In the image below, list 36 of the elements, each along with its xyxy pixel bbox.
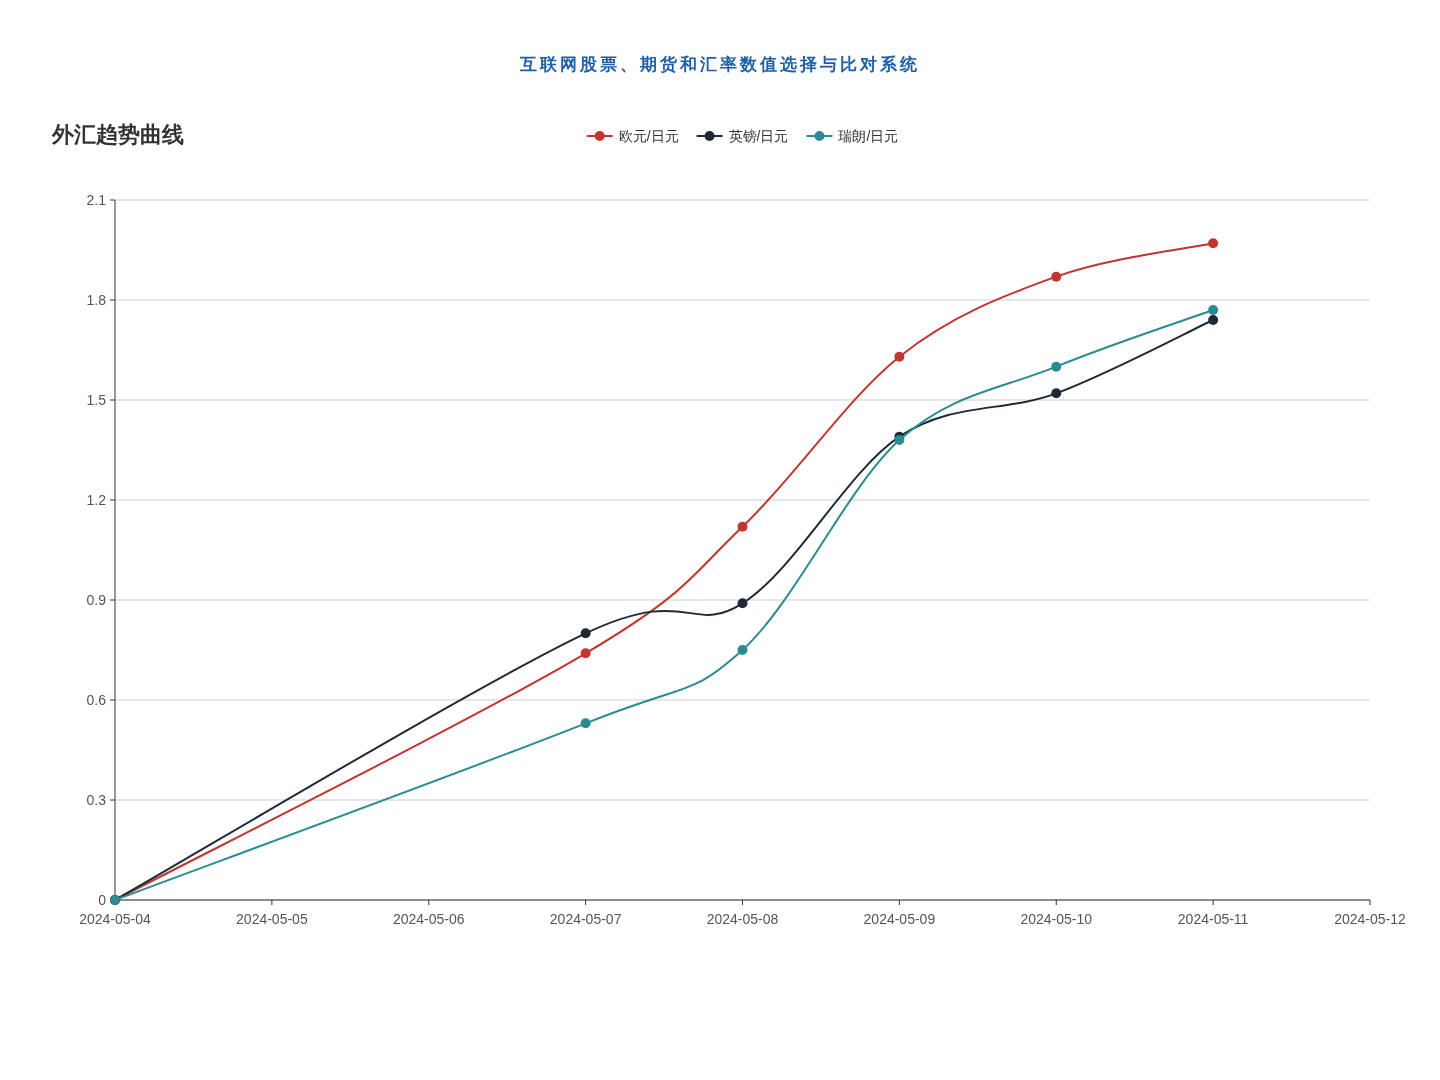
- y-tick-label: 2.1: [86, 192, 107, 208]
- x-tick-label: 2024-05-10: [1020, 911, 1093, 927]
- y-tick-label: 1.8: [86, 292, 107, 308]
- x-tick-label: 2024-05-07: [549, 911, 622, 927]
- point: [580, 718, 591, 729]
- x-tick-label: 2024-05-09: [863, 911, 936, 927]
- point: [1208, 238, 1219, 249]
- x-tick-label: 2024-05-06: [392, 911, 465, 927]
- point: [1051, 388, 1062, 399]
- point: [1208, 305, 1219, 315]
- point: [1208, 315, 1219, 325]
- annotations: 互联网股票、期货和汇率数值选择与比对系统: [520, 55, 920, 74]
- chart-title: 外汇趋势曲线: [51, 122, 184, 147]
- y-tick-label: 0.3: [86, 792, 107, 808]
- legend-label: 欧元/日元: [618, 128, 679, 144]
- y-tick-label: 0: [98, 892, 107, 908]
- point: [737, 598, 748, 609]
- y-tick-label: 1.2: [86, 492, 107, 508]
- y-tick-label: 0.6: [86, 692, 107, 708]
- x-tick-label: 2024-05-11: [1177, 911, 1249, 927]
- point: [894, 351, 905, 362]
- point: [580, 648, 591, 659]
- legend-label: 瑞朗/日元: [838, 128, 899, 144]
- x-tick-label: 2024-05-12: [1334, 911, 1407, 927]
- x-tick-label: 2024-05-08: [706, 911, 779, 927]
- y-tick-label: 1.5: [86, 392, 107, 408]
- point: [737, 521, 748, 532]
- y-tick-label: 0.9: [86, 592, 107, 608]
- point: [737, 645, 748, 655]
- x-tick-label: 2024-05-05: [236, 911, 308, 927]
- point: [894, 435, 905, 445]
- x-tick-label: 2024-05-04: [79, 911, 152, 927]
- point: [580, 628, 591, 639]
- point: [1051, 361, 1062, 372]
- point: [1051, 271, 1062, 282]
- legend-label: 英镑/日元: [728, 128, 789, 144]
